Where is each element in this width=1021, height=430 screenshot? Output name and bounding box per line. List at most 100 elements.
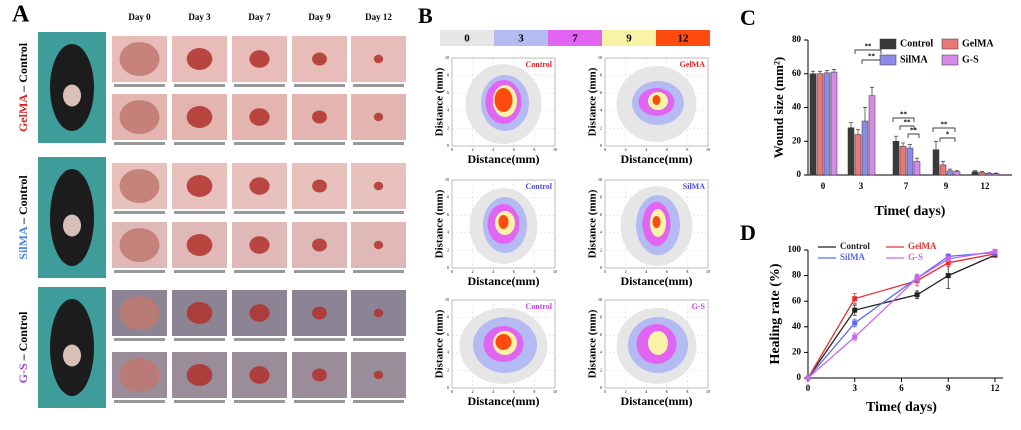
error-bar — [941, 161, 945, 165]
tick-label: 2 — [472, 147, 474, 152]
contour-level — [652, 95, 661, 105]
x-axis-label: Time( days) — [875, 204, 946, 219]
tick-label: 2 — [447, 367, 449, 372]
legend-label: SilMA — [840, 252, 866, 262]
x-axis-label: Distance(mm) — [621, 394, 693, 408]
tick-label: 10 — [706, 269, 710, 274]
tick-label: 0 — [600, 265, 602, 270]
row-label-rest: – Control — [16, 42, 30, 94]
line — [807, 250, 996, 379]
day-label: Day 9 — [308, 12, 331, 22]
tick-label: 10 — [553, 147, 557, 152]
tick-label: 0 — [604, 147, 606, 152]
tick-label: 0 — [600, 143, 602, 148]
significance-bracket — [907, 133, 920, 138]
panel-label: B — [418, 3, 433, 28]
day-label: Day 3 — [188, 12, 211, 22]
wound — [186, 364, 213, 386]
tick-label: 8 — [533, 269, 535, 274]
significance-bracket — [939, 137, 956, 142]
tick-label: 8 — [447, 315, 449, 320]
tick-label: 10 — [553, 389, 557, 394]
marker — [945, 273, 951, 279]
legend-label: GelMA — [962, 38, 994, 49]
marker — [945, 256, 951, 262]
colorbar-cell — [548, 30, 602, 46]
wound — [186, 175, 213, 197]
error-bar — [915, 157, 919, 162]
y-axis-label: Distance (mm) — [434, 309, 446, 378]
y-tick-label: 0 — [797, 372, 802, 382]
ruler — [234, 400, 285, 403]
day-label: Day 7 — [248, 12, 271, 22]
tick-label: 6 — [513, 389, 515, 394]
tick-label: 8 — [686, 269, 688, 274]
wound — [119, 296, 160, 330]
ruler — [294, 211, 345, 214]
tick-label: 4 — [645, 389, 647, 394]
day-label: Day 12 — [365, 12, 392, 22]
error-bar — [987, 172, 991, 174]
colorbar-cell — [440, 30, 494, 46]
tick-label: 6 — [600, 332, 602, 337]
error-bar — [980, 171, 984, 173]
contour-level — [652, 216, 661, 228]
x-tick-label: 12 — [981, 181, 991, 191]
tick-label: 2 — [447, 247, 449, 252]
x-axis-label: Distance(mm) — [468, 394, 540, 408]
wound — [312, 110, 327, 124]
tick-label: 2 — [625, 389, 627, 394]
x-tick-label: 3 — [853, 383, 858, 393]
ruler — [174, 270, 225, 273]
bar — [861, 120, 869, 176]
wound — [312, 179, 327, 193]
contour-level — [498, 215, 509, 229]
bar — [830, 71, 838, 176]
tick-label: 4 — [600, 350, 602, 355]
tick-label: 10 — [598, 177, 602, 182]
tick-label: 6 — [447, 212, 449, 217]
y-tick-label: 60 — [792, 68, 802, 78]
tick-label: 6 — [513, 147, 515, 152]
legend-label: G-S — [962, 54, 979, 65]
error-bar — [832, 69, 836, 73]
marker — [852, 320, 858, 326]
wound — [249, 236, 270, 254]
y-tick-label: 40 — [792, 102, 802, 112]
row-label-rest: – Control — [16, 175, 30, 227]
tick-label: 6 — [447, 332, 449, 337]
ruler — [114, 142, 165, 145]
wound — [373, 370, 384, 380]
tick-label: 6 — [447, 90, 449, 95]
bar — [892, 141, 900, 176]
plot-title: Control — [525, 182, 552, 191]
bar — [809, 73, 817, 176]
tick-label: 6 — [666, 389, 668, 394]
tick-label: 4 — [447, 108, 449, 113]
bar — [953, 171, 961, 176]
ruler — [294, 84, 345, 87]
line — [807, 253, 996, 379]
significance-bracket — [899, 125, 915, 130]
ruler — [294, 142, 345, 145]
ruler — [234, 211, 285, 214]
wound — [63, 214, 81, 237]
tick-label: 4 — [492, 269, 494, 274]
tick-label: 2 — [625, 269, 627, 274]
plot-title: SilMA — [683, 182, 705, 191]
tick-label: 8 — [686, 147, 688, 152]
x-tick-label: 9 — [946, 383, 951, 393]
tick-label: 6 — [513, 269, 515, 274]
significance-label: ** — [941, 121, 949, 129]
tick-label: 10 — [445, 55, 449, 60]
error-bar — [870, 86, 874, 96]
tick-label: 8 — [600, 73, 602, 78]
tick-label: 4 — [492, 147, 494, 152]
marker — [914, 292, 920, 298]
ruler — [234, 338, 285, 341]
marker — [992, 248, 998, 254]
y-axis-label: Distance (mm) — [587, 309, 599, 378]
tick-label: 0 — [604, 269, 606, 274]
x-axis-label: Distance(mm) — [621, 274, 693, 288]
